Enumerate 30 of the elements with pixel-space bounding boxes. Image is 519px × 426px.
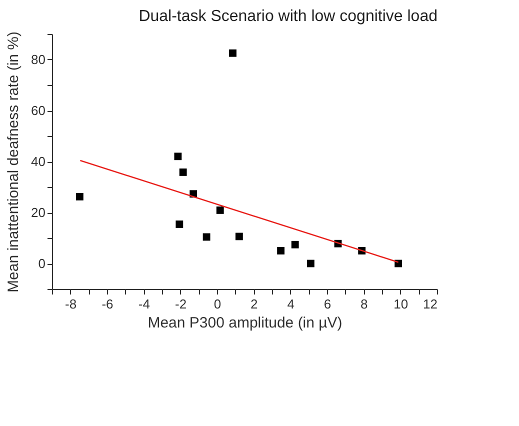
y-tick-label: 40 (31, 154, 46, 169)
point (306, 260, 314, 268)
x-tick-label: 10 (394, 296, 408, 312)
point (179, 168, 187, 176)
x-tick-label: -2 (175, 296, 187, 312)
x-tick-label: 4 (287, 296, 294, 312)
x-tick-label: -4 (138, 296, 150, 312)
chart-title: Dual-task Scenario with low cognitive load (138, 8, 438, 25)
point (229, 49, 236, 57)
y-axis-title: Mean inattentional deafness rate (in %) (5, 32, 22, 292)
y-tick-label: 20 (31, 205, 46, 220)
point (176, 220, 184, 228)
x-tick-label: -6 (102, 296, 114, 312)
point (291, 240, 299, 248)
x-axis-title: Mean P300 amplitude (in µV) (148, 314, 342, 332)
point (202, 233, 210, 241)
x-tick-label: 12 (423, 296, 438, 312)
point (174, 152, 182, 160)
x-tick-label: 2 (250, 296, 258, 312)
y-tick-label: 80 (31, 52, 46, 67)
y-tick-label: 60 (31, 103, 46, 118)
point (235, 232, 243, 240)
point (216, 206, 224, 214)
x-tick-label: -8 (65, 296, 77, 312)
point (76, 192, 84, 200)
x-tick-label: 8 (360, 296, 368, 312)
x-tick-label: 0 (214, 296, 222, 312)
y-tick-label: 0 (38, 256, 46, 271)
x-tick-label: 6 (324, 296, 332, 312)
point (277, 247, 285, 254)
